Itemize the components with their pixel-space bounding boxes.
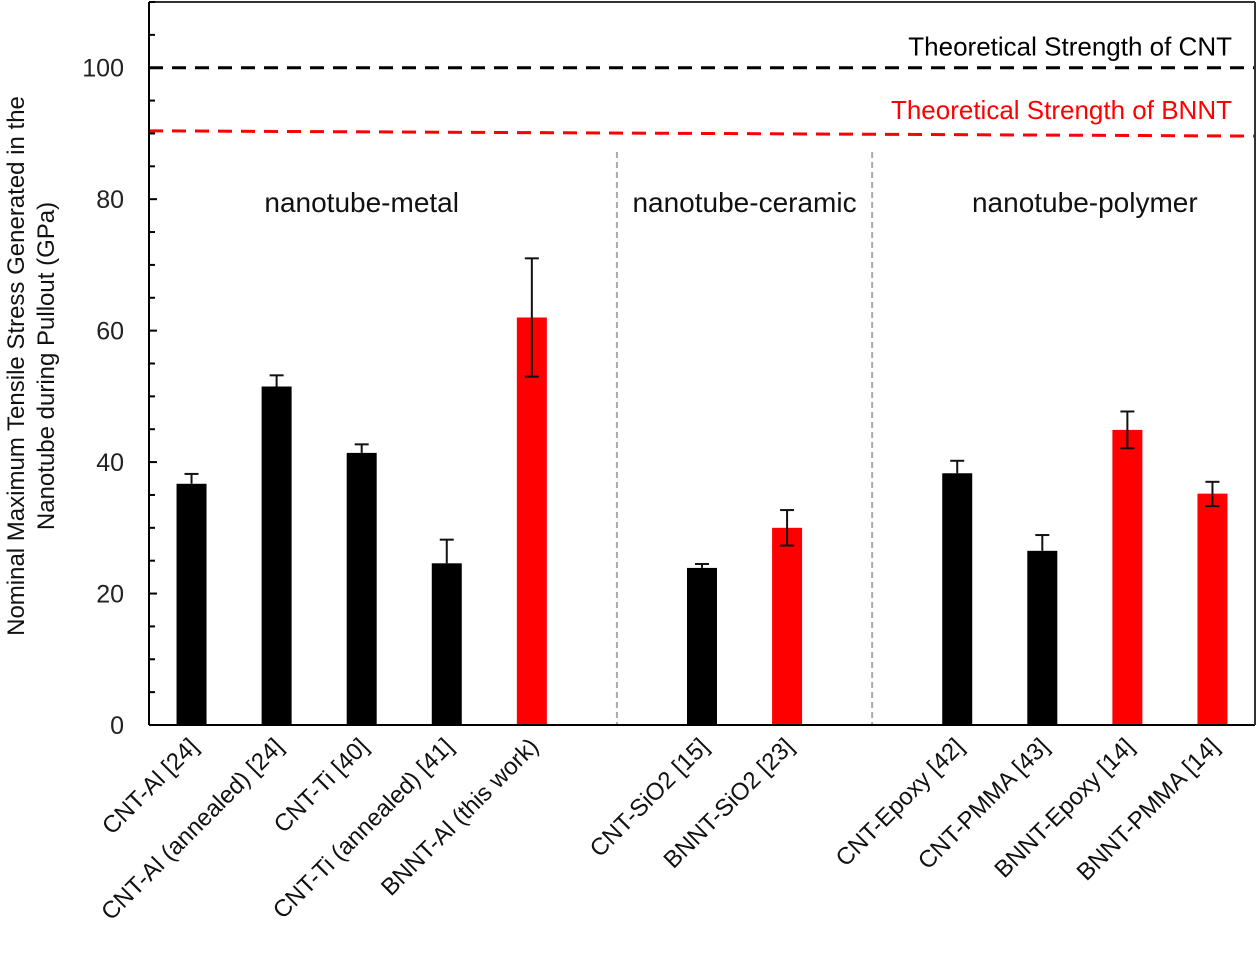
x-tick-label: BNNT-Al (this work) xyxy=(376,733,544,901)
bar-5 xyxy=(687,567,717,725)
bar-3 xyxy=(431,563,462,725)
reference-line-bnnt xyxy=(148,129,1256,138)
y-tick-label: 80 xyxy=(96,186,124,214)
error-bars xyxy=(184,257,1220,568)
bars xyxy=(176,317,1228,725)
y-tick-label: 40 xyxy=(96,449,124,477)
reference-lines: Theoretical Strength of CNT Theoretical S… xyxy=(148,32,1256,138)
y-axis-ticks: 0 20 40 60 80 100 xyxy=(82,1,157,740)
bar-0 xyxy=(176,483,207,725)
y-tick-label: 100 xyxy=(82,55,124,83)
bar-6 xyxy=(772,527,803,725)
y-tick-label: 0 xyxy=(110,712,124,740)
group-label-2: nanotube-polymer xyxy=(972,187,1198,218)
bar-4 xyxy=(516,317,547,725)
bar-2 xyxy=(346,452,377,725)
y-axis-title-line-1: Nominal Maximum Tensile Stress Generated… xyxy=(3,96,30,636)
bar-8 xyxy=(1027,550,1058,725)
bar-7 xyxy=(942,473,973,725)
group-labels: nanotube-metal nanotube-ceramic nanotube-p… xyxy=(264,187,1197,218)
y-tick-label: 60 xyxy=(96,318,124,346)
bar-1 xyxy=(261,386,292,725)
y-axis-title-line-2: Nanotube during Pullout (GPa) xyxy=(33,202,60,530)
group-separators xyxy=(615,152,874,725)
y-tick-label: 20 xyxy=(96,581,124,609)
bar-10 xyxy=(1197,493,1228,725)
group-label-1: nanotube-ceramic xyxy=(632,187,856,218)
reference-label-cnt: Theoretical Strength of CNT xyxy=(908,32,1232,62)
axes xyxy=(148,1,1256,726)
x-axis-labels: CNT-Al [24]CNT-Al (annealed) [24]CNT-Ti … xyxy=(96,733,1224,926)
group-label-0: nanotube-metal xyxy=(264,187,459,218)
reference-label-bnnt: Theoretical Strength of BNNT xyxy=(891,95,1232,125)
bar-9 xyxy=(1112,429,1143,725)
x-tick-label: BNNT-PMMA [14] xyxy=(1072,733,1225,886)
